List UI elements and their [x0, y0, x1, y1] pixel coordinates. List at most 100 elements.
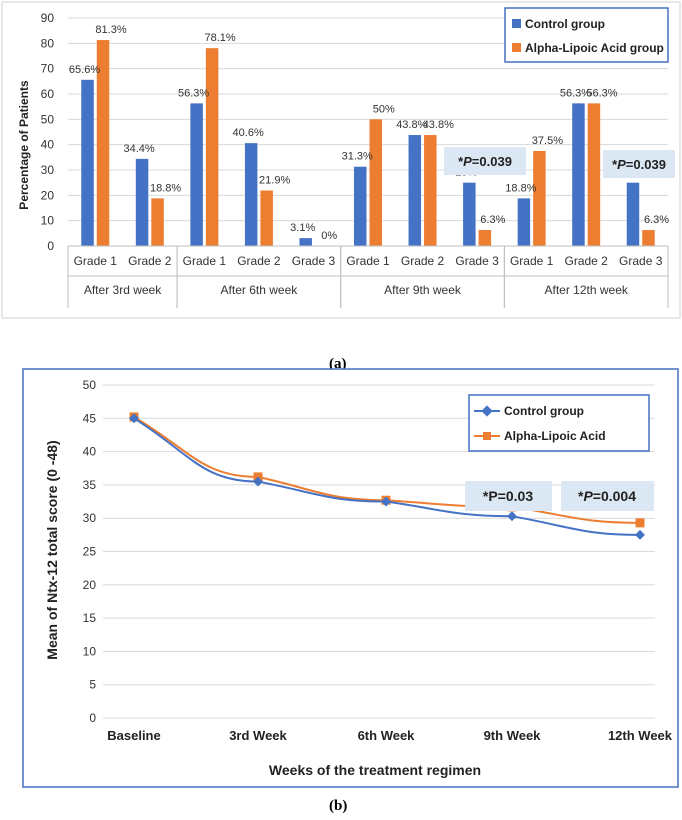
chart-a-y-tick-label: 30 — [41, 163, 55, 177]
bar-label-control: 40.6% — [233, 127, 264, 139]
chart-b-legend: Control group Alpha-Lipoic Acid — [468, 394, 650, 452]
marker-ala — [507, 502, 517, 512]
legend-label-ala: Alpha-Lipoic Acid group — [525, 41, 664, 55]
chart-a-bars — [81, 40, 655, 247]
p-value-label: *P=0.004 — [578, 488, 636, 504]
p-value-label: *P=0.039 — [612, 157, 666, 172]
chart-a-category-label: Grade 2 — [401, 254, 445, 268]
bar-label-control: 18.8% — [505, 182, 536, 194]
chart-b-y-tick-label: 5 — [89, 678, 96, 692]
bar-label-ala: 50% — [373, 103, 395, 115]
chart-b-x-tick-label: 9th Week — [484, 728, 542, 743]
marker-ala — [381, 495, 391, 505]
chart-b-y-tick-label: 0 — [89, 711, 96, 725]
chart-b-y-tick-label: 10 — [83, 644, 97, 658]
bar-control — [572, 103, 585, 246]
chart-a-category-label: Grade 1 — [346, 254, 390, 268]
chart-a-y-ticks: 0 10 20 30 40 50 60 70 80 90 — [41, 11, 55, 253]
bar-control — [135, 158, 149, 246]
chart-a-y-tick-label: 80 — [41, 36, 55, 50]
chart-b-x-tick-label: 3rd Week — [229, 728, 287, 743]
chart-b-y-tick-label: 50 — [83, 378, 97, 392]
chart-a-legend-box — [504, 7, 669, 63]
chart-a-y-tick-label: 20 — [41, 188, 55, 202]
bar-ala — [424, 135, 437, 246]
chart-a-legend: Control group Alpha-Lipoic Acid group — [504, 7, 669, 63]
legend-label-control-b: Control group — [504, 404, 584, 418]
chart-a-category-label: Grade 2 — [565, 254, 609, 268]
bar-control — [463, 182, 476, 246]
bar-label-ala: 43.8% — [423, 119, 454, 131]
chart-a-y-tick-label: 50 — [41, 112, 55, 126]
bar-control — [190, 103, 203, 246]
bar-label-control: 43.8% — [396, 119, 427, 131]
p-value-label: *P=0.039 — [458, 154, 512, 169]
chart-a-category-label: Grade 2 — [128, 254, 172, 268]
marker-control — [635, 529, 645, 540]
bar-label-ala: 81.3% — [95, 24, 126, 36]
bar-label-ala: 37.5% — [532, 135, 563, 147]
marker-ala — [129, 412, 139, 422]
chart-b-gridlines — [103, 384, 655, 719]
bar-label-control: 31.3% — [342, 151, 373, 163]
marker-control — [253, 476, 263, 487]
chart-a-category-label: Grade 3 — [619, 254, 663, 268]
legend-swatch-ala — [512, 43, 521, 52]
caption-a: (a) — [329, 356, 347, 372]
bar-label-ala: 18.8% — [150, 182, 181, 194]
chart-a-y-tick-label: 60 — [41, 87, 55, 101]
bar-label-ala: 6.3% — [480, 214, 505, 226]
bar-label-control: 56.3% — [178, 87, 209, 99]
bar-control — [81, 79, 94, 247]
chart-b-y-tick-label: 15 — [83, 611, 97, 625]
chart-a-y-tick-label: 70 — [41, 62, 55, 76]
chart-a-category-label: Grade 1 — [510, 254, 554, 268]
bar-control — [299, 238, 312, 246]
chart-b-y-axis-title: Mean of Ntx-12 total score (0 -48) — [44, 440, 60, 659]
chart-a-y-axis-title: Percentage of Patients — [17, 80, 31, 210]
bar-control — [408, 135, 422, 246]
chart-a-category-label: Grade 2 — [237, 254, 281, 268]
chart-a-x-axis: Grade 1 Grade 2 After 3rd week Grade 1 Grade… — [67, 245, 669, 308]
bar-ala — [151, 198, 164, 246]
chart-b-x-ticks: Baseline 3rd Week 6th Week 9th Week 12th Wee… — [107, 728, 673, 743]
chart-b-y-tick-label: 30 — [83, 511, 97, 525]
chart-b-x-axis-title: Weeks of the treatment regimen — [269, 762, 481, 778]
marker-ala — [253, 472, 263, 482]
marker-control — [381, 496, 391, 507]
bar-ala — [642, 230, 655, 246]
chart-b-frame — [22, 368, 679, 788]
bar-label-control: 34.4% — [123, 143, 154, 155]
chart-a-annotations: *P=0.039 *P=0.039 — [444, 147, 675, 178]
bar-ala — [369, 119, 382, 246]
bar-label-control: 56.3% — [560, 87, 591, 99]
chart-b-annotations: *P=0.03 *P=0.004 — [465, 481, 654, 511]
series-line-ala — [133, 416, 641, 524]
bar-label-ala: 56.3% — [586, 87, 617, 99]
chart-a-category-label: Grade 1 — [183, 254, 227, 268]
chart-b-x-tick-label: 6th Week — [358, 728, 416, 743]
bar-ala — [205, 48, 219, 246]
chart-b-y-tick-label: 25 — [83, 545, 97, 559]
series-line-control — [133, 417, 641, 536]
bar-control — [244, 143, 258, 246]
bar-label-ala: 21.9% — [259, 175, 290, 187]
legend-marker-control-icon — [481, 405, 493, 417]
marker-ala — [635, 518, 645, 528]
p-value-label: *P=0.03 — [483, 488, 533, 504]
bar-ala — [533, 151, 546, 246]
marker-control — [129, 413, 139, 424]
chart-b-y-tick-label: 20 — [83, 578, 97, 592]
legend-label-ala-b: Alpha-Lipoic Acid — [504, 429, 606, 443]
bar-label-control: 65.6% — [69, 64, 100, 76]
chart-a-category-label: Grade 1 — [74, 254, 118, 268]
chart-a-y-tick-label: 40 — [41, 138, 55, 152]
bar-label-ala: 6.3% — [644, 214, 669, 226]
chart-b-y-ticks: 0 5 10 15 20 25 30 35 40 45 50 — [83, 378, 97, 725]
chart-b-y-tick-label: 45 — [83, 411, 97, 425]
chart-a-category-label: Grade 3 — [292, 254, 336, 268]
bar-label-ala: 78.1% — [205, 32, 236, 44]
caption-b: (b) — [329, 798, 348, 814]
chart-b-y-tick-label: 35 — [83, 478, 97, 492]
bar-control — [354, 166, 367, 246]
